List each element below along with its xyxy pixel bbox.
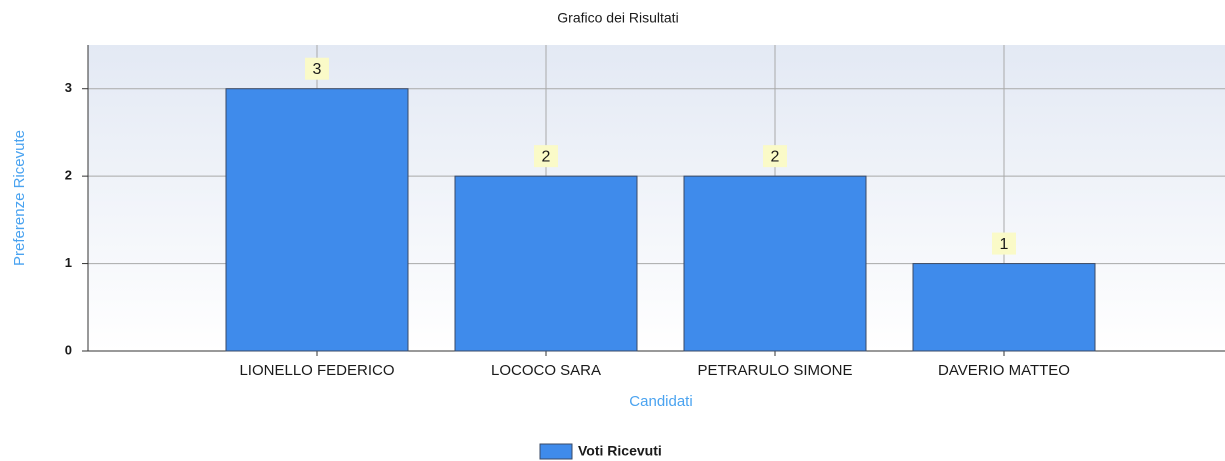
y-axis-title: Preferenze Ricevute [11, 130, 28, 266]
data-label: 2 [771, 148, 780, 165]
bar [225, 88, 409, 352]
x-tick-label: PETRARULO SIMONE [697, 362, 852, 379]
x-tick-label: DAVERIO MATTEO [938, 362, 1070, 379]
chart-title: Grafico dei Risultati [557, 10, 678, 26]
data-label: 3 [313, 61, 322, 78]
legend-swatch [539, 443, 573, 460]
x-tick-label: LOCOCO SARA [491, 362, 601, 379]
x-axis-title: Candidati [629, 393, 692, 410]
y-tick-label: 0 [65, 342, 72, 357]
bar [454, 175, 638, 352]
data-label-bg [992, 232, 1016, 255]
legend-label: Voti Ricevuti [578, 443, 662, 459]
y-tick-label: 2 [65, 168, 72, 183]
data-label-bg [305, 57, 329, 80]
data-label-bg [534, 145, 558, 168]
x-tick-label: LIONELLO FEDERICO [239, 362, 394, 379]
data-label: 1 [1000, 236, 1009, 253]
data-label: 2 [542, 148, 551, 165]
data-label-bg [763, 145, 787, 168]
bar [683, 175, 867, 352]
y-tick-label: 1 [65, 255, 72, 270]
y-tick-label: 3 [65, 80, 72, 95]
bar [912, 263, 1096, 352]
